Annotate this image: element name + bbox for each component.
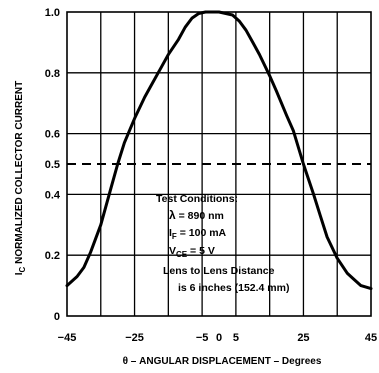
y-tick-label: 0 <box>54 311 60 323</box>
x-tick-label: −25 <box>125 332 144 344</box>
y-tick-label: 0.2 <box>45 250 60 262</box>
x-tick-label: 45 <box>365 332 377 344</box>
x-tick-label: 25 <box>297 332 309 344</box>
annotation-wavelength: λ = 890 nm <box>169 208 224 222</box>
y-tick-label: 1.0 <box>45 7 60 19</box>
annotation-forward-current: IF = 100 mA <box>169 227 227 241</box>
annotation-collector-voltage: VCE = 5 V <box>169 245 215 259</box>
x-axis-label: θ – ANGULAR DISPLACEMENT – Degrees <box>123 356 322 367</box>
y-axis-label: IC NORMALIZED COLLECTOR CURRENT <box>14 81 27 275</box>
annotation-heading: Test Conditions: <box>156 193 238 205</box>
y-tick-label: 0.4 <box>45 189 61 201</box>
y-tick-labels: 0 0.2 0.4 0.5 0.6 0.8 1.0 <box>45 7 61 323</box>
x-tick-label: −5 <box>196 332 209 344</box>
annotation-distance-line-1: Lens to Lens Distance <box>163 265 275 277</box>
series-line-response <box>65 10 373 291</box>
x-tick-label: 0 <box>216 332 222 344</box>
y-axis-label-main: I <box>14 272 25 275</box>
y-axis-label-rest: NORMALIZED COLLECTOR CURRENT <box>14 81 25 267</box>
y-axis-label-sub: C <box>18 266 27 272</box>
plot-frame <box>66 11 372 317</box>
x-tick-label: 5 <box>233 332 239 344</box>
y-tick-label: 0.6 <box>45 129 60 141</box>
test-conditions-annotation: Test Conditions: λ = 890 nm IF = 100 mA … <box>156 193 289 294</box>
annotation-distance-line-2: is 6 inches (152.4 mm) <box>178 282 289 294</box>
x-tick-labels: −45 −25 −5 0 5 25 45 <box>58 332 377 344</box>
y-tick-label: 0.8 <box>45 68 60 80</box>
x-tick-label: −45 <box>58 332 77 344</box>
y-tick-label: 0.5 <box>45 159 60 171</box>
